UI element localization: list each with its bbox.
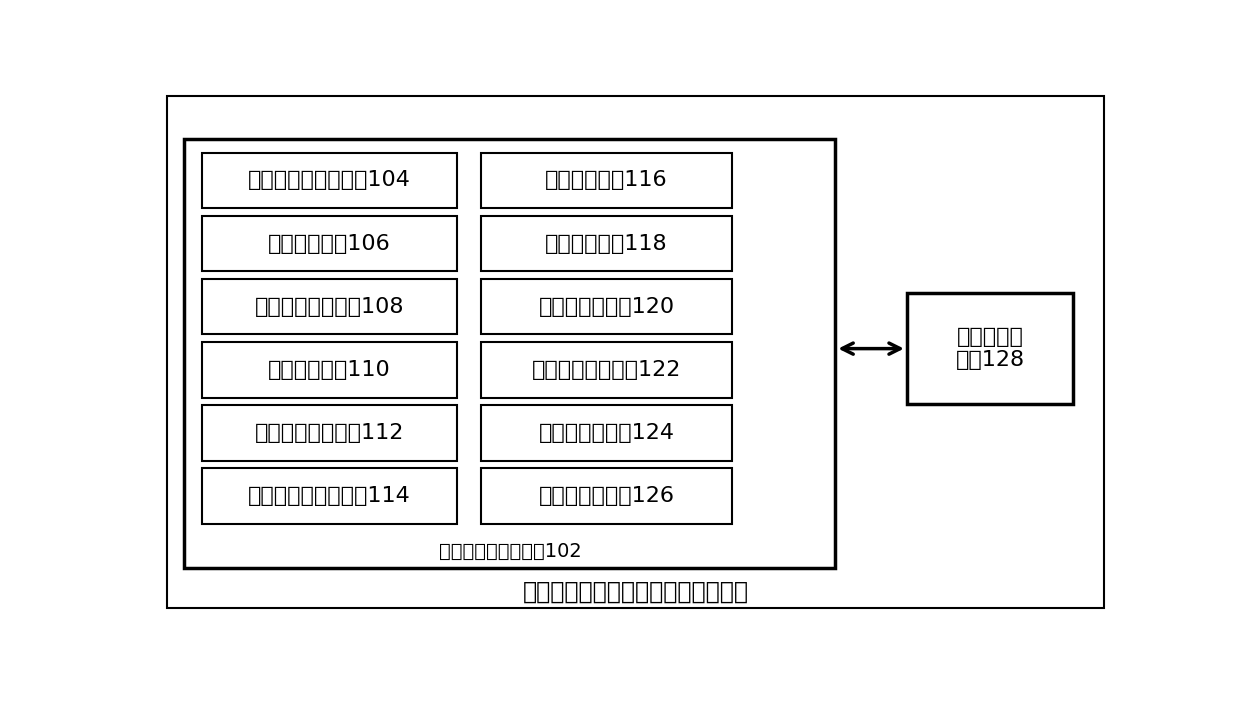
Bar [481, 153, 733, 208]
Text: 工控机传输
模块128: 工控机传输 模块128 [956, 327, 1024, 370]
Bar [481, 216, 733, 271]
Text: 用于工控机的钢包底吹氩的控制系统: 用于工控机的钢包底吹氩的控制系统 [522, 580, 749, 604]
Bar [481, 468, 733, 524]
Text: 控制方式选择模块122: 控制方式选择模块122 [532, 360, 681, 380]
Bar [201, 153, 458, 208]
Bar [185, 139, 836, 569]
Text: 信息获取模块106: 信息获取模块106 [268, 233, 391, 254]
Text: 吹氩模式选择模块112: 吹氩模式选择模块112 [254, 423, 404, 443]
Text: 设定值显示模块124: 设定值显示模块124 [538, 423, 675, 443]
Text: 第一计算模块110: 第一计算模块110 [268, 360, 391, 380]
Bar [481, 342, 733, 397]
Bar [201, 216, 458, 271]
Text: 第三计算模块118: 第三计算模块118 [546, 233, 668, 254]
Text: 工控机吹氩启动模块104: 工控机吹氩启动模块104 [248, 170, 410, 191]
Text: 数学模型分配模块108: 数学模型分配模块108 [254, 297, 404, 317]
Text: 工控机吹氩关闭模块114: 工控机吹氩关闭模块114 [248, 486, 410, 506]
Bar [906, 293, 1074, 404]
Text: 工控机吹氩控制模块102: 工控机吹氩控制模块102 [439, 542, 582, 561]
Bar [481, 279, 733, 334]
Bar [201, 468, 458, 524]
Text: 设定值输入模块126: 设定值输入模块126 [538, 486, 675, 506]
Bar [481, 405, 733, 461]
Bar [201, 342, 458, 397]
Text: 主画面显示模块120: 主画面显示模块120 [538, 297, 675, 317]
Bar [201, 405, 458, 461]
Bar [201, 279, 458, 334]
Text: 第二计算模块116: 第二计算模块116 [546, 170, 668, 191]
